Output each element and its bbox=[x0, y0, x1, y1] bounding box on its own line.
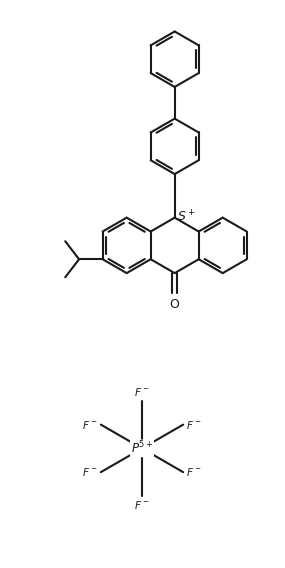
Text: $F^-$: $F^-$ bbox=[186, 419, 201, 431]
Text: $S^+$: $S^+$ bbox=[177, 209, 196, 224]
Text: O: O bbox=[170, 298, 180, 311]
Text: $F^-$: $F^-$ bbox=[186, 466, 201, 478]
Text: $F^-$: $F^-$ bbox=[82, 419, 98, 431]
Text: $F^-$: $F^-$ bbox=[134, 499, 150, 511]
Text: $F^-$: $F^-$ bbox=[82, 466, 98, 478]
Text: $P^{5+}$: $P^{5+}$ bbox=[131, 440, 153, 457]
Text: $F^-$: $F^-$ bbox=[134, 386, 150, 398]
